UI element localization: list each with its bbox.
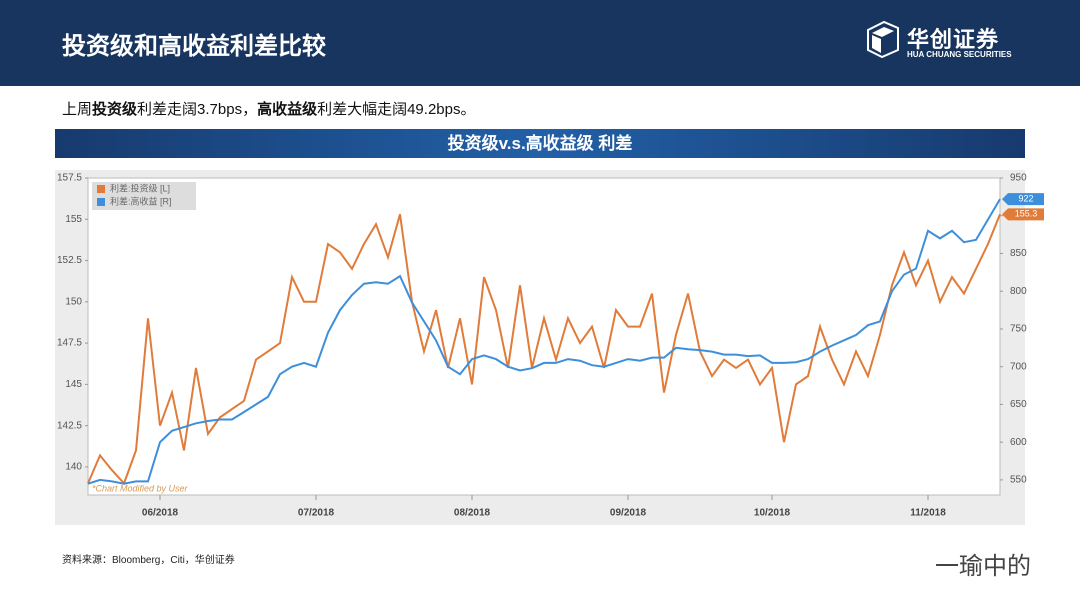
legend-label: 利差:高收益 [R] <box>110 195 172 206</box>
x-tick-label: 07/2018 <box>298 508 335 519</box>
y-tick-label: 145 <box>65 379 82 390</box>
header-bar: 投资级和高收益利差比较 华创证券 HUA CHUANG SECURITIES <box>0 0 1080 86</box>
summary-bold: 投资级 <box>92 101 138 118</box>
summary-bold: 高收益级 <box>257 101 318 118</box>
legend-swatch <box>97 185 105 193</box>
y2-tick-label: 950 <box>1010 173 1027 184</box>
value-flag-label: 922 <box>1018 194 1033 204</box>
plot-area <box>87 177 1001 496</box>
y-tick-label: 152.5 <box>57 255 82 266</box>
logo-text: 华创证券 <box>907 27 1000 52</box>
y2-tick-label: 700 <box>1010 361 1027 372</box>
source: 资料来源：Bloomberg，Citi，华创证券 <box>62 555 235 566</box>
y2-tick-label: 750 <box>1010 324 1027 335</box>
series-line <box>87 198 1001 485</box>
logo-subtext: HUA CHUANG SECURITIES <box>907 50 1012 59</box>
y-tick-label: 157.5 <box>57 173 82 184</box>
watermark: 一瑜中的 <box>935 553 1031 580</box>
x-tick-label: 09/2018 <box>610 508 647 519</box>
y-tick-label: 150 <box>65 296 82 307</box>
summary-text: 上周 <box>62 101 93 118</box>
summary-text: 利差大幅走阔49.2bps。 <box>317 101 476 118</box>
x-tick-label: 06/2018 <box>142 508 179 519</box>
y2-tick-label: 600 <box>1010 437 1027 448</box>
y-tick-label: 142.5 <box>57 420 82 431</box>
chart-title: 投资级v.s.高收益级 利差 <box>55 129 1025 158</box>
logo-icon <box>867 20 899 58</box>
y-tick-label: 140 <box>65 462 82 473</box>
legend-box <box>92 182 196 210</box>
chart-note: *Chart Modified by User <box>92 483 189 493</box>
summary-text: 利差走阔3.7bps， <box>137 101 258 118</box>
summary: 上周投资级利差走阔3.7bps，高收益级利差大幅走阔49.2bps。 <box>62 98 475 119</box>
y2-tick-label: 650 <box>1010 399 1027 410</box>
y-tick-label: 155 <box>65 214 82 225</box>
legend-swatch <box>97 198 105 206</box>
y2-tick-label: 550 <box>1010 475 1027 486</box>
y-tick-label: 147.5 <box>57 338 82 349</box>
x-tick-label: 11/2018 <box>910 508 946 519</box>
x-tick-label: 10/2018 <box>754 508 791 519</box>
x-tick-label: 08/2018 <box>454 508 491 519</box>
y2-tick-label: 850 <box>1010 248 1027 259</box>
value-flag <box>1002 193 1044 206</box>
y2-tick-label: 800 <box>1010 286 1027 297</box>
value-flag <box>1002 208 1044 221</box>
header-title: 投资级和高收益利差比较 <box>62 33 326 60</box>
value-flag-label: 155.3 <box>1015 209 1038 219</box>
legend-label: 利差:投资级 [L] <box>110 182 170 193</box>
series-line <box>87 213 1001 486</box>
